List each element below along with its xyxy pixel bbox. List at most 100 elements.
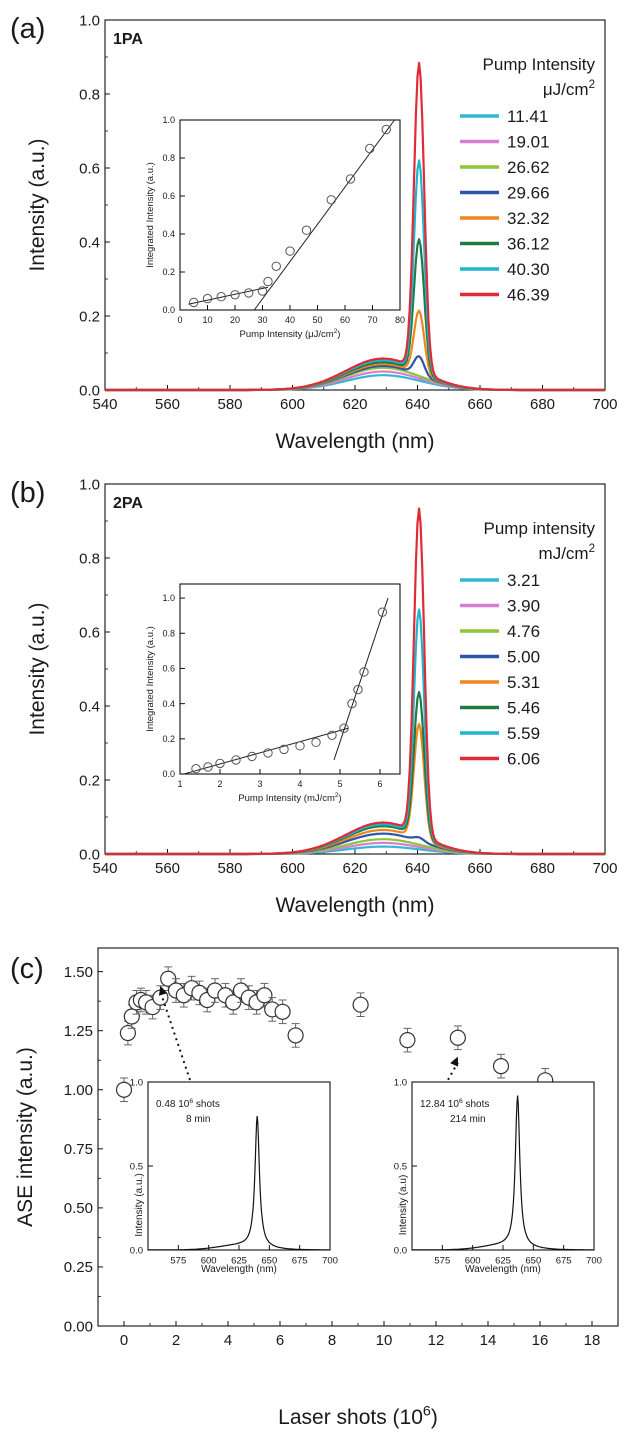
inset-point [203,762,213,772]
x-tick-label: 700 [586,1256,602,1267]
x-tick-label: 640 [405,860,430,877]
inset-x-label-end: ) [337,329,340,340]
inset-bg [180,584,400,774]
inset-point [365,143,375,154]
legend-entry: 5.59 [507,724,540,743]
x-tick-label: 620 [342,396,367,413]
panel-label: (c) [10,953,44,985]
inset-point [359,667,369,677]
x-axis-label: Wavelength (nm) [275,430,434,453]
x-tick-label: 700 [592,860,617,877]
inset-x-label-main: Pump Intensity (mJ/cm [238,793,335,804]
x-tick-label: 70 [367,315,377,325]
x-tick-label: 700 [322,1256,338,1267]
inset-point [189,297,199,308]
x-tick-label: 5 [337,779,342,789]
inset-note-line1-sup: 6 [459,1098,463,1105]
series-line-6.06 [105,507,605,856]
arrow-head [158,985,168,996]
panel-label: (a) [10,13,45,45]
inset-note-line2: 8 min [186,1114,210,1125]
x-tick-label: 0 [120,1332,128,1349]
legend-entry: 19.01 [507,133,550,152]
data-point [256,987,273,1004]
legend-entry: 5.46 [507,699,540,718]
x-tick-label: 625 [495,1256,511,1267]
series-curves [105,61,605,392]
inset-fit-low [183,727,349,775]
y-tick-label: 0.0 [162,305,175,315]
x-tick-label: 20 [230,315,240,325]
y-tick-label: 0.4 [79,698,100,715]
data-point [287,1027,304,1044]
x-tick-label: 14 [480,1332,497,1349]
legend-unit-sup: 2 [589,79,595,91]
legend-entry: 11.41 [507,107,548,126]
inset-point [247,751,257,762]
y-axis-label: ASE intensity (a.u.) [14,1047,37,1227]
series-line-46.39 [105,61,605,392]
inset-point [230,290,240,300]
x-tick-label: 675 [292,1256,308,1267]
x-axis-label-sup: 6 [423,1404,431,1420]
legend-entry: 32.32 [507,209,550,228]
x-axis-label: Wavelength (nm) [275,894,434,917]
legend-unit: mJ/cm2 [539,543,595,563]
inset-point [301,225,312,235]
inset-point [202,293,213,304]
pointer-arrow [159,991,191,1081]
inset-point [295,741,305,751]
x-tick-label: 600 [201,1256,217,1267]
y-tick-label: 0.6 [162,191,175,201]
inset-x-label-main: Pump Intensity (μJ/cm [240,329,334,340]
x-tick-label: 6 [377,779,382,789]
x-tick-label: 50 [312,315,322,325]
y-tick-label: 0.0 [79,382,100,399]
x-tick-label: 4 [297,779,302,789]
y-tick-label: 0.8 [79,550,100,567]
x-tick-label: 2 [217,779,222,789]
y-tick-label: 1.0 [394,1077,407,1088]
inset-point [257,286,268,296]
y-axis-label: Intensity (a.u.) [26,138,49,271]
inset-note-line1-end: shots [463,1099,490,1110]
x-tick-label: 700 [592,396,617,413]
y-tick-label: 0.8 [162,628,175,638]
inset-bg [412,1082,594,1250]
legend-entry: 40.30 [507,260,550,279]
y-tick-label: 0.0 [130,1245,143,1256]
x-tick-label: 620 [342,860,367,877]
inset-fit-high [333,597,389,761]
x-tick-label: 18 [584,1332,601,1349]
x-tick-label: 580 [217,860,242,877]
y-tick-label: 0.00 [64,1318,93,1335]
y-tick-label: 0.2 [79,308,100,325]
x-tick-label: 640 [405,396,430,413]
y-tick-label: 0.0 [79,846,100,863]
y-tick-label: 0.5 [130,1161,143,1172]
inset-y-label: Intensity (a.u.) [134,1173,145,1236]
inset-x-label-end: ) [339,793,342,804]
y-tick-label: 0.5 [394,1161,407,1172]
x-tick-label: 650 [525,1256,541,1267]
panel-a: (a)540 560 580 600 620 640 660 680 7000.00.20.40… [10,12,618,453]
legend-entry: 26.62 [507,158,550,177]
y-tick-label: 1.0 [162,593,175,603]
x-tick-label: 1 [177,779,182,789]
inset-y-label: Intensity (a.u) [398,1175,409,1236]
x-tick-label: 540 [92,860,117,877]
inset-x-label-sup: 2 [334,328,338,335]
inset-note-line1: 12.84 106 shots [420,1098,489,1110]
y-tick-label: 1.00 [64,1082,93,1099]
x-tick-label: 2 [172,1332,180,1349]
data-point [449,1029,466,1046]
inset-note-line2: 214 min [450,1114,486,1125]
y-tick-label: 0.4 [79,234,100,251]
inset-note-line1-sup: 6 [189,1098,193,1105]
panel-tag: 2PA [113,495,143,512]
panel-c: (c) 0 2 4 6 8 10 12 14 16 18 0.00 0.25 0.50 0.75 1.00 1.… [10,947,619,1429]
legend-entry: 46.39 [507,286,550,305]
inset-point [327,730,337,740]
y-axis-label: Intensity (a.u.) [26,602,49,735]
x-tick-label: 560 [155,860,180,877]
